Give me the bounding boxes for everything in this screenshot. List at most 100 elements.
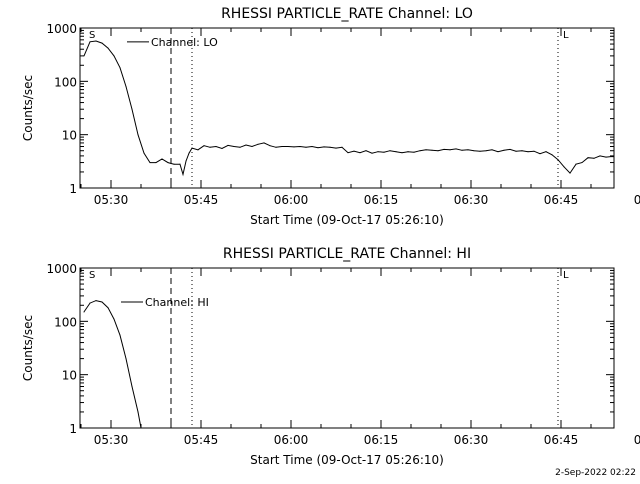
data-point: [378, 151, 379, 152]
data-point: [426, 149, 427, 150]
x-tick-label: 05:30: [94, 193, 129, 207]
legend-label: Channel: HI: [145, 296, 209, 309]
y-tick-label: 1: [69, 182, 77, 196]
data-point: [354, 151, 355, 152]
data-point: [264, 142, 265, 143]
x-axis-label: Start Time (09-Oct-17 05:26:10): [250, 453, 444, 467]
data-point: [462, 150, 463, 151]
data-point: [90, 41, 91, 42]
data-point: [330, 147, 331, 148]
data-point: [480, 151, 481, 152]
data-point: [120, 335, 121, 336]
data-point: [528, 151, 529, 152]
data-point: [534, 151, 535, 152]
data-point: [450, 149, 451, 150]
x-tick-label: 06:15: [364, 433, 399, 447]
data-point: [324, 146, 325, 147]
data-point: [162, 158, 163, 159]
data-point: [96, 41, 97, 42]
data-point: [474, 150, 475, 151]
data-point: [432, 150, 433, 151]
data-point: [600, 155, 601, 156]
data-point: [360, 152, 361, 153]
data-point: [126, 358, 127, 359]
data-point: [306, 147, 307, 148]
data-point: [312, 146, 313, 147]
data-point: [366, 150, 367, 151]
y-tick-label: 10: [62, 129, 77, 143]
data-point: [120, 67, 121, 68]
series-line: [84, 41, 640, 174]
data-point: [396, 151, 397, 152]
data-point: [582, 162, 583, 163]
series-line: [84, 301, 141, 428]
data-point: [444, 149, 445, 150]
marker-L: L: [563, 270, 569, 281]
data-point: [342, 147, 343, 148]
y-axis-label: Counts/sec: [21, 75, 35, 141]
data-point: [132, 386, 133, 387]
chart-title: RHESSI PARTICLE_RATE Channel: HI: [223, 246, 471, 262]
data-point: [546, 151, 547, 152]
data-point: [606, 157, 607, 158]
data-point: [126, 86, 127, 87]
data-point: [150, 162, 151, 163]
y-tick-label: 1: [69, 422, 77, 436]
data-point: [108, 48, 109, 49]
data-point: [180, 164, 181, 165]
data-point: [516, 151, 517, 152]
y-tick-label: 1000: [46, 262, 77, 276]
data-point: [189, 153, 190, 154]
data-point: [204, 145, 205, 146]
data-point: [144, 153, 145, 154]
x-tick-label: 06:45: [544, 433, 579, 447]
data-point: [282, 146, 283, 147]
data-point: [258, 144, 259, 145]
plot-frame: [80, 268, 614, 428]
data-point: [402, 152, 403, 153]
data-point: [336, 148, 337, 149]
data-point: [630, 158, 631, 159]
x-tick-label: 07:00: [634, 433, 640, 447]
data-point: [552, 154, 553, 155]
data-point: [588, 157, 589, 158]
data-point: [390, 150, 391, 151]
data-point: [240, 147, 241, 148]
data-point: [576, 164, 577, 165]
data-point: [102, 43, 103, 44]
plot-frame: [80, 28, 614, 188]
data-point: [498, 151, 499, 152]
chart-title: RHESSI PARTICLE_RATE Channel: LO: [221, 6, 473, 22]
marker-S: S: [89, 270, 95, 281]
data-point: [138, 134, 139, 135]
y-tick-label: 100: [54, 315, 77, 329]
data-point: [540, 153, 541, 154]
x-tick-label: 06:00: [274, 433, 309, 447]
data-point: [84, 311, 85, 312]
data-point: [456, 148, 457, 149]
data-point: [300, 146, 301, 147]
data-point: [186, 161, 187, 162]
data-point: [414, 152, 415, 153]
x-tick-label: 05:30: [94, 433, 129, 447]
data-point: [318, 147, 319, 148]
data-point: [252, 146, 253, 147]
y-tick-label: 10: [62, 369, 77, 383]
data-point: [168, 162, 169, 163]
data-point: [522, 150, 523, 151]
data-point: [210, 147, 211, 148]
data-point: [348, 152, 349, 153]
data-point: [198, 149, 199, 150]
data-point: [276, 147, 277, 148]
data-point: [216, 146, 217, 147]
data-point: [372, 153, 373, 154]
data-point: [294, 146, 295, 147]
y-axis-label: Counts/sec: [21, 315, 35, 381]
data-point: [114, 319, 115, 320]
data-point: [420, 150, 421, 151]
data-point: [564, 166, 565, 167]
data-point: [492, 149, 493, 150]
y-tick-label: 100: [54, 75, 77, 89]
x-tick-label: 06:00: [274, 193, 309, 207]
